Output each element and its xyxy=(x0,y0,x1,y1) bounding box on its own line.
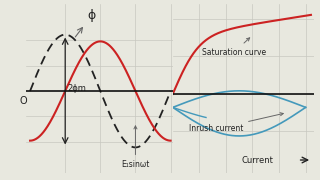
Text: 2ϕm: 2ϕm xyxy=(68,84,87,93)
Text: O: O xyxy=(19,96,27,105)
Text: E₁sinωt: E₁sinωt xyxy=(121,126,150,169)
Text: ϕ: ϕ xyxy=(75,9,96,37)
Text: Inrush current: Inrush current xyxy=(189,113,283,133)
Text: Saturation curve: Saturation curve xyxy=(202,38,266,57)
Text: Current: Current xyxy=(242,156,274,165)
